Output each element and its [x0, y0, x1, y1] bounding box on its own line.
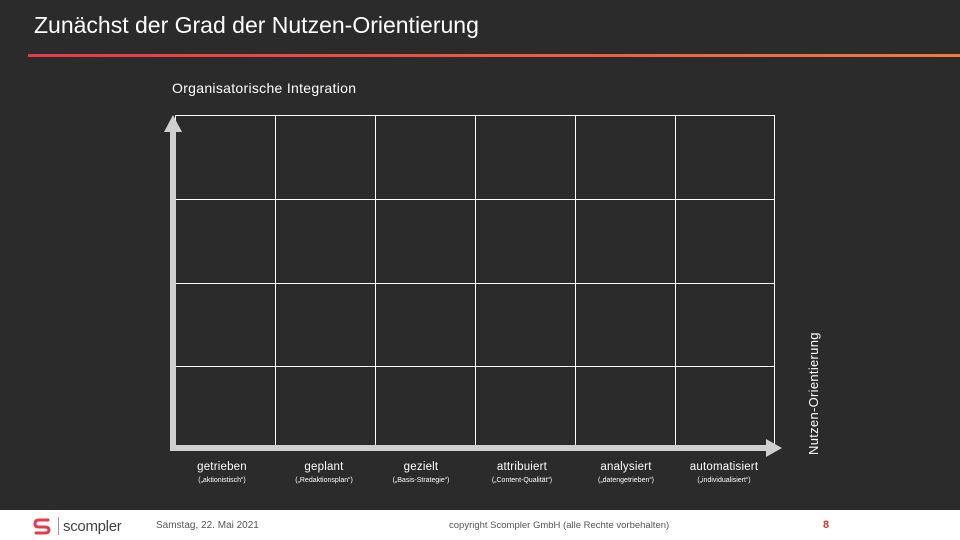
stage-label: attribuiert („Content-Qualität“) — [472, 461, 572, 484]
grid-cell — [275, 366, 375, 450]
grid-cell — [375, 115, 475, 199]
grid-cell — [175, 366, 275, 450]
company-logo: scompler — [32, 516, 122, 536]
stage-name: gezielt — [403, 461, 439, 473]
grid-cell — [575, 198, 675, 283]
grid-cell — [175, 198, 275, 283]
grid-cell — [475, 282, 575, 367]
footer: scompler Samstag, 22. Mai 2021 copyright… — [0, 510, 960, 540]
footer-date: Samstag, 22. Mai 2021 — [156, 520, 259, 531]
y-axis-line — [170, 130, 176, 450]
stage-label: getrieben („aktionistisch“) — [172, 461, 272, 484]
grid-cell — [375, 198, 475, 283]
grid-cell — [475, 198, 575, 283]
stage-name: attribuiert — [496, 461, 548, 473]
y-axis-arrowhead-icon — [164, 115, 182, 132]
grid-cell — [275, 115, 375, 199]
grid-cell — [575, 366, 675, 450]
stage-subtitle: („datengetrieben“) — [597, 477, 655, 484]
logo-wordmark: scompler — [63, 517, 122, 535]
stage-subtitle: („Redaktionsplan“) — [295, 477, 353, 484]
grid-cell — [675, 366, 775, 450]
stage-name: analysiert — [600, 461, 652, 473]
matrix-grid — [175, 115, 775, 450]
grid-cell — [375, 366, 475, 450]
scompler-s-logo-icon — [33, 518, 51, 535]
x-axis-arrowhead-icon — [766, 439, 782, 457]
stage-name: automatisiert — [689, 461, 759, 473]
grid-cell — [275, 282, 375, 367]
stage-label: analysiert („datengetrieben“) — [576, 461, 676, 484]
title-underline — [28, 54, 960, 57]
grid-cell — [175, 115, 275, 199]
grid-cell — [675, 115, 775, 199]
footer-copyright: copyright Scompler GmbH (alle Rechte vor… — [449, 520, 670, 531]
grid-cell — [475, 366, 575, 450]
grid-cell — [175, 282, 275, 367]
slide-title: Zunächst der Grad der Nutzen-Orientierun… — [34, 12, 479, 38]
grid-cell — [675, 198, 775, 283]
stage-subtitle: („Content-Qualität“) — [491, 477, 553, 484]
grid-cell — [575, 115, 675, 199]
x-axis-line — [170, 445, 768, 451]
logo-divider — [58, 517, 59, 535]
stage-label: geplant („Redaktionsplan“) — [274, 461, 374, 484]
grid-cell — [475, 115, 575, 199]
stage-name: getrieben — [197, 461, 247, 473]
grid-cell — [675, 282, 775, 367]
y-axis-label: Organisatorische Integration — [172, 80, 357, 96]
stage-subtitle: („individualisiert“) — [697, 477, 751, 484]
stage-label: automatisiert („individualisiert“) — [674, 461, 774, 484]
stage-subtitle: („Basis-Strategie“) — [392, 477, 450, 484]
stage-name: geplant — [304, 461, 344, 473]
grid-cell — [375, 282, 475, 367]
grid-right-edge — [774, 115, 775, 450]
stage-subtitle: („aktionistisch“) — [198, 477, 246, 484]
grid-cell — [275, 198, 375, 283]
stage-label: gezielt („Basis-Strategie“) — [371, 461, 471, 484]
page-number: 8 — [823, 519, 830, 531]
grid-cell — [575, 282, 675, 367]
x-axis-label: Nutzen-Orientierung — [806, 332, 821, 455]
